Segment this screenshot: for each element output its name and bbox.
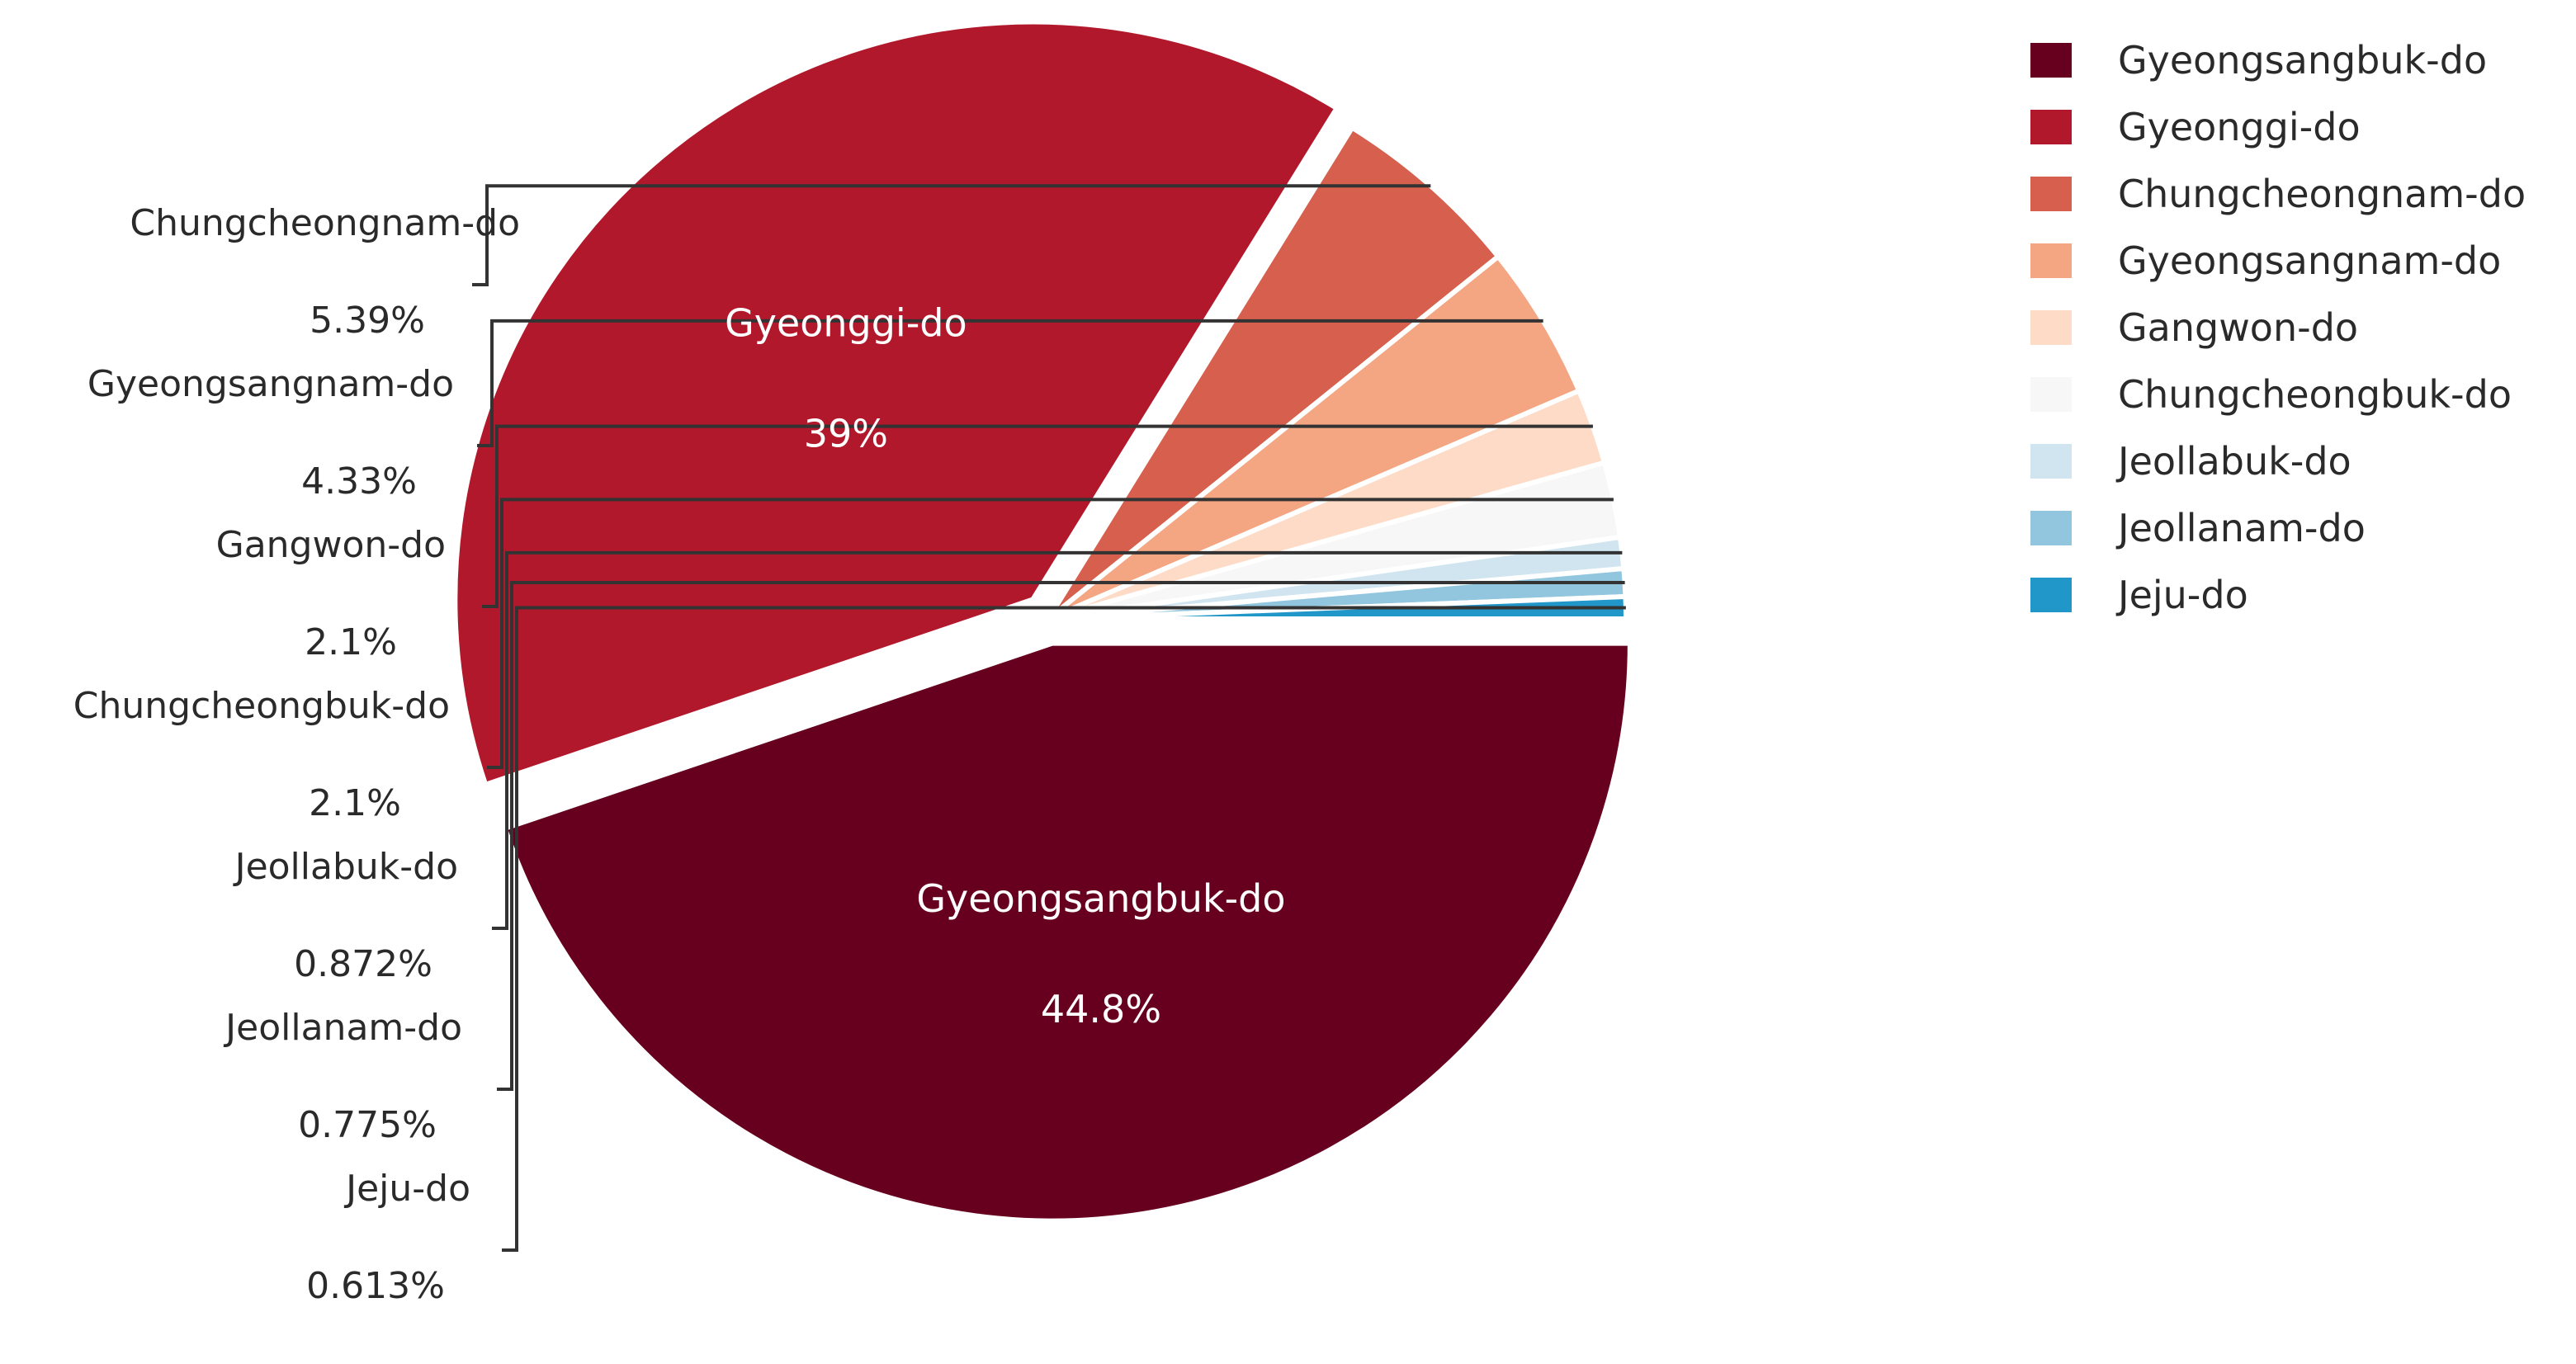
slice-gyeonggi-do — [452, 19, 1340, 787]
legend-label-chungcheongnam-do: Chungcheongnam-do — [2118, 172, 2526, 216]
slice-value-gyeongsangbuk-do: 44.8% — [1041, 987, 1161, 1031]
leader-gangwon-do — [482, 424, 1593, 608]
outside-value-jeollanam-do: 0.775% — [298, 1104, 437, 1146]
outside-label-chungcheongbuk-do: Chungcheongbuk-do — [73, 685, 450, 727]
outside-value-jeju-do: 0.613% — [306, 1265, 445, 1307]
legend-swatch-gyeongsangnam-do — [2030, 243, 2072, 278]
legend-swatch-gyeonggi-do — [2030, 110, 2072, 144]
outside-value-chungcheongnam-do: 5.39% — [310, 300, 425, 342]
outside-value-gangwon-do: 2.1% — [305, 621, 397, 663]
legend-label-gyeongsangnam-do: Gyeongsangnam-do — [2118, 238, 2501, 283]
legend-swatch-gyeongsangbuk-do — [2030, 43, 2072, 78]
legend-label-gangwon-do: Gangwon-do — [2118, 305, 2358, 350]
outside-value-gyeongsangnam-do: 4.33% — [301, 460, 417, 503]
legend: Gyeongsangbuk-do Gyeonggi-do Chungcheongna… — [2030, 38, 2526, 617]
outside-label-jeju-do: Jeju-do — [343, 1168, 470, 1210]
slices-layer — [452, 19, 1633, 1224]
leader-lines-layer — [472, 184, 1626, 1252]
leader-jeju-do — [502, 606, 1626, 1252]
legend-swatch-jeju-do — [2030, 578, 2072, 612]
slice-value-gyeonggi-do: 39% — [804, 412, 888, 456]
leader-chungcheongbuk-do — [487, 498, 1614, 769]
legend-swatch-chungcheongnam-do — [2030, 177, 2072, 211]
legend-label-jeollabuk-do: Jeollabuk-do — [2115, 439, 2351, 484]
legend-label-gyeongsangbuk-do: Gyeongsangbuk-do — [2118, 38, 2487, 83]
outside-label-jeollanam-do: Jeollanam-do — [223, 1007, 462, 1049]
legend-swatch-chungcheongbuk-do — [2030, 377, 2072, 412]
legend-swatch-jeollanam-do — [2030, 511, 2072, 545]
legend-swatch-gangwon-do — [2030, 310, 2072, 345]
outside-labels-layer: Chungcheongnam-do 5.39% Gyeongsangnam-do 4.… — [73, 202, 520, 1307]
slice-label-gyeonggi-do: Gyeonggi-do — [725, 301, 967, 346]
leader-gyeongsangnam-do — [477, 319, 1543, 447]
legend-label-gyeonggi-do: Gyeonggi-do — [2118, 105, 2361, 149]
outside-label-jeollabuk-do: Jeollabuk-do — [233, 846, 458, 888]
leader-jeollanam-do — [497, 581, 1625, 1091]
legend-label-chungcheongbuk-do: Chungcheongbuk-do — [2118, 372, 2512, 417]
slice-label-gyeongsangbuk-do: Gyeongsangbuk-do — [916, 876, 1285, 921]
outside-label-gyeongsangnam-do: Gyeongsangnam-do — [87, 363, 454, 405]
slice-gyeongsangbuk-do — [502, 640, 1633, 1224]
outside-value-jeollabuk-do: 0.872% — [294, 943, 432, 985]
legend-swatch-jeollabuk-do — [2030, 444, 2072, 479]
leader-jeollabuk-do — [492, 550, 1623, 930]
leader-chungcheongnam-do — [472, 184, 1431, 286]
legend-label-jeju-do: Jeju-do — [2115, 573, 2248, 617]
outside-label-gangwon-do: Gangwon-do — [216, 524, 446, 566]
outside-label-chungcheongnam-do: Chungcheongnam-do — [130, 202, 520, 244]
inside-labels-layer: Gyeongsangbuk-do 44.8% Gyeonggi-do 39% — [725, 301, 1285, 1031]
outside-value-chungcheongbuk-do: 2.1% — [309, 782, 401, 824]
legend-label-jeollanam-do: Jeollanam-do — [2115, 506, 2366, 550]
